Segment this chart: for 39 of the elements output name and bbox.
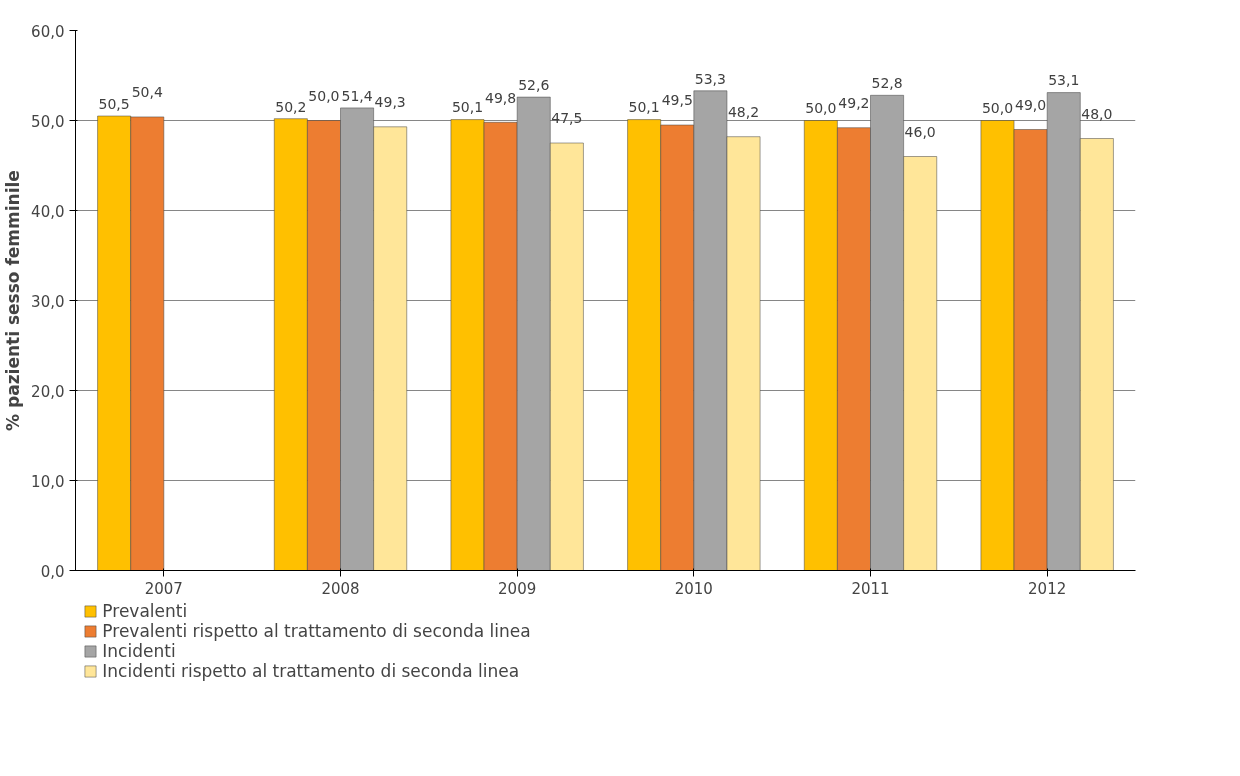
- data-label: 49,0: [1015, 96, 1047, 113]
- x-tick-label: 2012: [1028, 579, 1067, 598]
- x-tick-label: 2009: [498, 579, 537, 598]
- data-label: 50,5: [98, 95, 130, 112]
- data-label: 50,0: [981, 100, 1014, 117]
- data-label: 52,6: [518, 76, 550, 93]
- data-label: 49,8: [485, 89, 517, 106]
- legend-label: Prevalenti rispetto al trattamento di seconda linea: [102, 621, 531, 641]
- data-label: 48,2: [727, 103, 760, 120]
- legend-label: Incidenti rispetto al trattamento di seconda linea: [102, 661, 520, 681]
- data-label: 50,2: [275, 98, 307, 115]
- data-label: 50,1: [628, 99, 660, 116]
- data-label: 48,0: [1081, 105, 1113, 122]
- data-label: 50,0: [805, 100, 837, 117]
- x-tick-label: 2010: [674, 579, 713, 598]
- legend-label: Prevalenti: [102, 601, 188, 621]
- y-tick-label: 0,0: [40, 562, 65, 581]
- y-tick-label: 50,0: [31, 112, 65, 131]
- data-label: 50,0: [308, 87, 340, 104]
- data-label: 49,5: [661, 92, 693, 109]
- data-label: 53,1: [1048, 72, 1080, 89]
- y-axis-title: % pazienti sesso femminile: [3, 170, 24, 431]
- x-tick-label: 2008: [321, 579, 360, 598]
- y-tick-label: 30,0: [31, 292, 65, 311]
- data-label: 50,4: [131, 84, 163, 101]
- data-label: 49,3: [374, 94, 406, 110]
- x-tick-label: 2007: [144, 579, 183, 598]
- data-label: 49,2: [838, 94, 870, 111]
- legend-label: Incidenti: [102, 641, 176, 661]
- data-label: 51,4: [341, 87, 373, 104]
- y-tick-label: 40,0: [31, 202, 65, 221]
- data-label: 50,1: [451, 99, 484, 116]
- data-label: 53,3: [694, 70, 726, 87]
- y-tick-label: 20,0: [31, 382, 65, 401]
- x-tick-label: 2011: [851, 579, 890, 598]
- data-label: 46,0: [904, 123, 936, 140]
- y-tick-label: 10,0: [31, 472, 65, 491]
- y-tick-label: 60,0: [31, 22, 65, 41]
- data-label: 52,8: [871, 75, 903, 92]
